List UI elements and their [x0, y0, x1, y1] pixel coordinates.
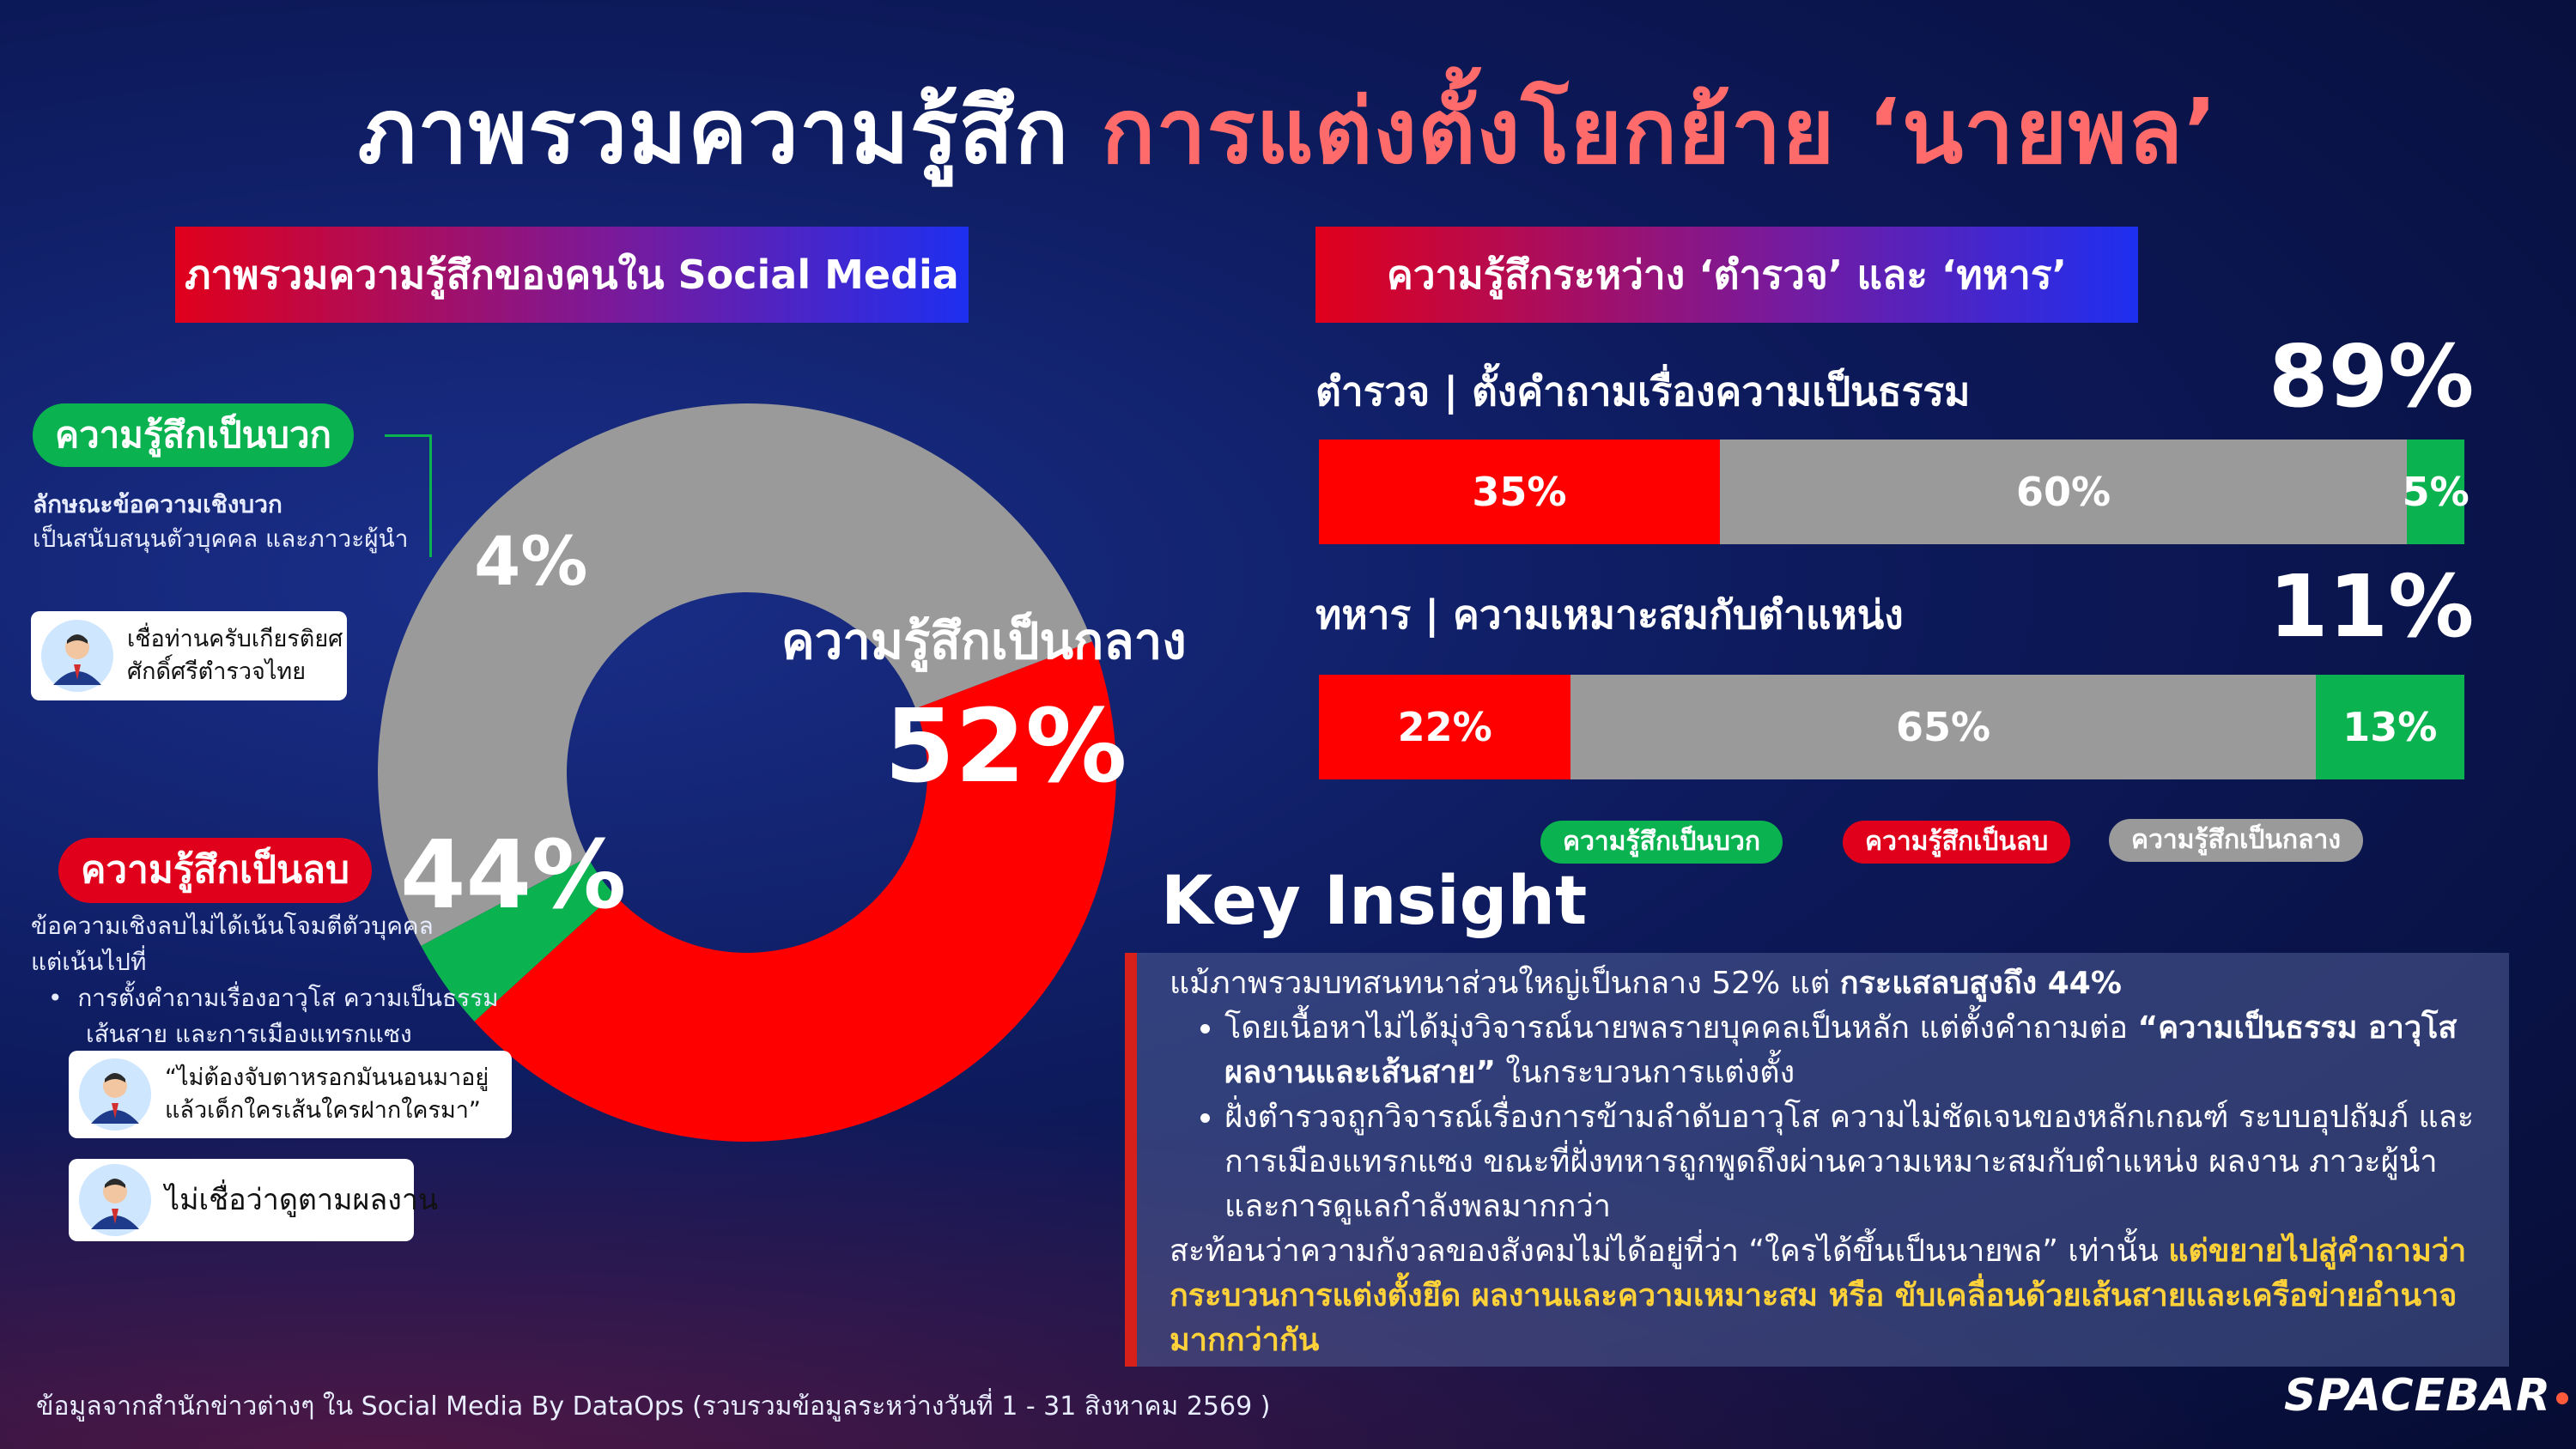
positive-quote-card: เชื่อท่านครับเกียรติยศ ศักดิ์ศรีตำรวจไทย: [31, 611, 347, 700]
police-row-label: ตำรวจ | ตั้งคำถามเรื่องความเป็นธรรม: [1315, 368, 1971, 415]
donut-slice-negative: [474, 641, 1116, 1142]
legend-positive: ความรู้สึกเป็นบวก: [1540, 821, 1783, 864]
bar-segment-negative: 35%: [1319, 440, 1720, 544]
positive-desc-title: ลักษณะข้อความเชิงบวก: [33, 490, 283, 518]
bar-segment-neutral: 65%: [1571, 675, 2316, 779]
negative-quote-card-2: ไม่เชื่อว่าดูตามผลงาน: [69, 1159, 438, 1241]
legend-neutral: ความรู้สึกเป็นกลาง: [2109, 819, 2363, 862]
left-section-banner: ภาพรวมความรู้สึกของคนใน Social Media: [175, 227, 969, 323]
insight-bullets: โดยเนื้อหาไม่ได้มุ่งวิจารณ์นายพลรายบุคคล…: [1170, 1006, 2488, 1229]
logo-dot: [2556, 1392, 2569, 1404]
insight-p2-b: แต่ขยายไปสู่คำถามว่า กระบวนการแต่งตั้งยึ…: [1170, 1234, 2467, 1358]
insight-p1-b: กระแสลบสูงถึง 44%: [1839, 966, 2122, 1001]
donut-label-positive: 4%: [474, 524, 588, 601]
key-insight-box: แม้ภาพรวมบทสนทนาส่วนใหญ่เป็นกลาง 52% แต่…: [1125, 953, 2509, 1367]
negative-description: ข้อความเชิงลบไม่ได้เน้นโจมตีตัวบุคคล แต่…: [31, 908, 499, 1052]
title-part2: การแต่งตั้งโยกย้าย ‘นายพล’: [1101, 79, 2219, 184]
sentiment-donut-chart: [378, 403, 1116, 1142]
donut-label-neutral-name: ความรู้สึกเป็นกลาง: [781, 612, 1187, 670]
negative-quote2-text: ไม่เชื่อว่าดูตามผลงาน: [165, 1183, 439, 1217]
negative-quote1-line1: “ไม่ต้องจับตาหรอกมันนอนมาอยู่: [165, 1064, 489, 1091]
person-avatar-icon: [41, 620, 113, 692]
military-row-label: ทหาร | ความเหมาะสมกับตำแหน่ง: [1315, 591, 1904, 638]
negative-bullet-line1: การตั้งคำถามเรื่องอาวุโส ความเป็นธรรม: [77, 984, 499, 1012]
key-insight-title: Key Insight: [1161, 863, 1588, 940]
insight-bullet-2: ฝั่งตำรวจถูกวิจารณ์เรื่องการข้ามลำดับอาว…: [1224, 1095, 2488, 1229]
military-stacked-bar: 22% 65% 13%: [1319, 675, 2464, 779]
insight-p2-a: สะท้อนว่าความกังวลของสังคมไม่ได้อยู่ที่ว…: [1170, 1234, 2169, 1269]
negative-bullet: • การตั้งคำถามเรื่องอาวุโส ความเป็นธรรม …: [31, 980, 499, 1052]
military-row-share: 11%: [2269, 556, 2475, 657]
title-part1: ภาพรวมความรู้สึก: [357, 79, 1070, 184]
positive-quote-line2: ศักดิ์ศรีตำรวจไทย: [127, 658, 307, 685]
bullet-dot: •: [48, 984, 78, 1012]
bar-segment-positive: 5%: [2403, 440, 2470, 544]
bar-segment-negative: 22%: [1319, 675, 1571, 779]
negative-desc-line2: แต่เน้นไปที่: [31, 948, 147, 976]
insight-paragraph-2: สะท้อนว่าความกังวลของสังคมไม่ได้อยู่ที่ว…: [1170, 1229, 2488, 1363]
insight-p1-a: แม้ภาพรวมบทสนทนาส่วนใหญ่เป็นกลาง 52% แต่: [1170, 966, 1840, 1001]
donut-slice-positive: [421, 857, 614, 1022]
bar-segment-neutral: 60%: [1719, 440, 2408, 544]
negative-bullet-line2: เส้นสาย และการเมืองแทรกแซง: [86, 1020, 412, 1048]
insight-bullet-1: โดยเนื้อหาไม่ได้มุ่งวิจารณ์นายพลรายบุคคล…: [1224, 1006, 2488, 1095]
person-avatar-icon: [79, 1058, 151, 1131]
bar-segment-positive: 13%: [2315, 675, 2464, 779]
insight-b1-a: โดยเนื้อหาไม่ได้มุ่งวิจารณ์นายพลรายบุคคล…: [1224, 1010, 2138, 1046]
positive-pill: ความรู้สึกเป็นบวก: [33, 403, 354, 467]
positive-description: ลักษณะข้อความเชิงบวก เป็นสนับสนุนตัวบุคค…: [33, 488, 409, 556]
insight-paragraph-1: แม้ภาพรวมบทสนทนาส่วนใหญ่เป็นกลาง 52% แต่…: [1170, 961, 2488, 1006]
spacebar-logo: SPACEBAR: [2284, 1370, 2569, 1422]
person-avatar-icon: [79, 1164, 151, 1236]
positive-desc-line: เป็นสนับสนุนตัวบุคคล และภาวะผู้นำ: [33, 524, 409, 553]
insight-b1-c: ในกระบวนการแต่งตั้ง: [1495, 1055, 1795, 1090]
donut-label-negative: 44%: [400, 820, 627, 930]
negative-quote1-line2: แล้วเด็กใครเส้นใครฝากใครมา”: [165, 1097, 481, 1124]
negative-quote-card-1: “ไม่ต้องจับตาหรอกมันนอนมาอยู่ แล้วเด็กใค…: [69, 1051, 512, 1138]
page-title: ภาพรวมความรู้สึก การแต่งตั้งโยกย้าย ‘นาย…: [0, 60, 2576, 202]
donut-slice-neutral: [378, 403, 1092, 946]
positive-quote-line1: เชื่อท่านครับเกียรติยศ: [127, 626, 343, 652]
negative-pill: ความรู้สึกเป็นลบ: [58, 838, 372, 903]
source-footer: ข้อมูลจากสำนักข่าวต่างๆ ใน Social Media …: [36, 1391, 1271, 1422]
negative-desc-line1: ข้อความเชิงลบไม่ได้เน้นโจมตีตัวบุคคล: [31, 912, 434, 940]
police-stacked-bar: 35% 60% 5%: [1319, 440, 2470, 544]
donut-label-neutral: 52%: [884, 687, 1127, 805]
police-row-share: 89%: [2269, 326, 2475, 427]
logo-text: SPACEBAR: [2284, 1370, 2552, 1422]
right-section-banner: ความรู้สึกระหว่าง ‘ตำรวจ’ และ ‘ทหาร’: [1315, 227, 2138, 323]
positive-connector: [385, 434, 432, 557]
legend-negative: ความรู้สึกเป็นลบ: [1843, 821, 2071, 864]
insight-b1-b: “ความเป็นธรรม อาวุโส ผลงานและเส้นสาย”: [1224, 1010, 2458, 1090]
